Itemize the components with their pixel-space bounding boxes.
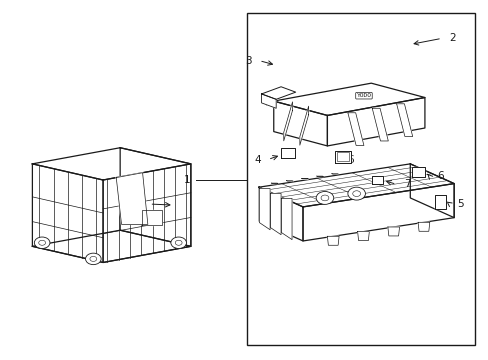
Bar — [336, 152, 348, 161]
Text: YODO: YODO — [356, 93, 371, 98]
Text: 8: 8 — [135, 199, 142, 209]
Polygon shape — [273, 101, 327, 146]
Polygon shape — [396, 104, 412, 136]
Polygon shape — [347, 113, 363, 145]
Polygon shape — [259, 189, 269, 230]
Polygon shape — [327, 98, 424, 146]
Polygon shape — [411, 167, 425, 177]
Text: 2: 2 — [448, 33, 455, 43]
Bar — [246, 13, 474, 345]
Polygon shape — [270, 193, 281, 235]
Polygon shape — [116, 173, 147, 224]
Text: 7: 7 — [403, 179, 410, 189]
Text: 5: 5 — [457, 199, 463, 210]
Polygon shape — [357, 231, 368, 240]
Text: 6: 6 — [346, 154, 353, 165]
Polygon shape — [103, 164, 190, 262]
Polygon shape — [327, 236, 338, 245]
Circle shape — [316, 192, 333, 204]
Text: 6: 6 — [436, 171, 443, 181]
Polygon shape — [32, 164, 103, 262]
Polygon shape — [409, 164, 453, 218]
Polygon shape — [120, 148, 190, 246]
Circle shape — [352, 191, 360, 197]
Circle shape — [175, 240, 182, 245]
Circle shape — [39, 240, 45, 245]
Circle shape — [347, 187, 365, 200]
Polygon shape — [259, 187, 303, 241]
Text: 1: 1 — [184, 175, 190, 185]
Circle shape — [90, 256, 97, 261]
Polygon shape — [273, 83, 424, 116]
Polygon shape — [387, 227, 399, 236]
Polygon shape — [281, 148, 294, 158]
Circle shape — [321, 195, 328, 201]
Polygon shape — [32, 148, 190, 180]
Polygon shape — [303, 184, 453, 241]
Polygon shape — [261, 94, 276, 108]
Circle shape — [85, 253, 101, 265]
Polygon shape — [259, 164, 453, 207]
Polygon shape — [283, 102, 292, 141]
Polygon shape — [434, 195, 446, 209]
Polygon shape — [32, 230, 190, 262]
Polygon shape — [271, 183, 278, 184]
Polygon shape — [371, 108, 387, 141]
Circle shape — [34, 237, 50, 248]
Text: 3: 3 — [244, 55, 251, 66]
Polygon shape — [261, 87, 295, 99]
Text: 4: 4 — [253, 154, 260, 165]
Polygon shape — [334, 150, 350, 163]
Polygon shape — [371, 176, 382, 184]
Polygon shape — [299, 106, 308, 145]
Polygon shape — [281, 198, 291, 240]
Polygon shape — [142, 211, 161, 225]
Polygon shape — [417, 222, 429, 231]
Circle shape — [170, 237, 186, 248]
